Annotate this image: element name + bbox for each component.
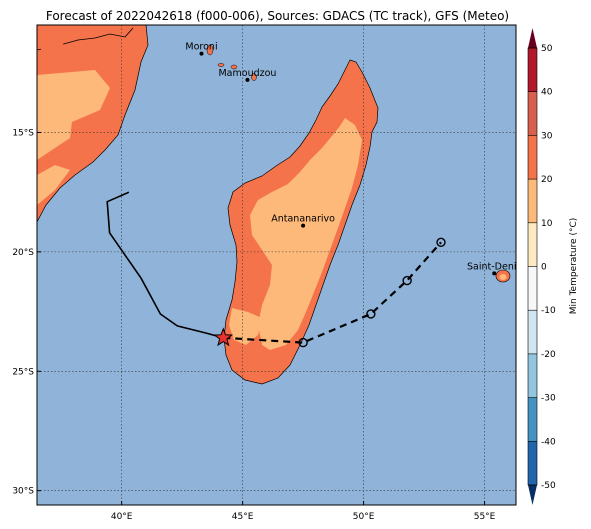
colorbar-segment <box>528 266 537 311</box>
past-track-line <box>106 191 224 339</box>
grande-comore <box>206 44 214 56</box>
colorbar-segment <box>528 441 537 486</box>
tc-track <box>106 191 446 348</box>
colorbar-label: Min Temperature (°C) <box>569 218 579 315</box>
forecast-point <box>436 237 446 248</box>
colorbar-segment <box>528 179 537 224</box>
colorbar-tick-label: -20 <box>541 350 556 360</box>
place-label: Saint-Denis <box>467 261 521 272</box>
forecast-point <box>366 309 376 319</box>
mayotte <box>251 73 257 81</box>
colorbar-tick-label: -10 <box>541 306 556 316</box>
map-title: Forecast of 2022042618 (f000-006), Sourc… <box>45 9 510 23</box>
colorbar-top-arrow <box>528 28 537 48</box>
colorbar-tick-label: 0 <box>541 263 547 273</box>
place-dot <box>492 271 497 276</box>
forecast-track-line <box>223 241 442 344</box>
axis-ticks: 40°E 45°E 50°E 55°E 15°S 20°S 25°S 30°S <box>12 128 495 522</box>
lon-tick-label: 55°E <box>474 512 496 522</box>
place-markers: Moroni Mamoudzou Antananarivo Saint-Denis <box>185 42 521 276</box>
colorbar-segment <box>528 353 537 399</box>
colorbar-segment <box>528 310 537 355</box>
reunion-warm <box>499 274 507 280</box>
place-label: Mamoudzou <box>218 68 276 79</box>
lon-tick-label: 45°E <box>232 512 254 522</box>
place-label: Antananarivo <box>271 214 335 225</box>
forecast-point <box>298 337 308 348</box>
madagascar-warm-zone <box>250 118 362 350</box>
africa-warm-zone-2 <box>37 165 70 205</box>
colorbar: 50 40 30 20 10 0 -10 -20 -30 -40 -50 Min Temperatur… <box>527 28 579 505</box>
gridlines <box>37 25 516 505</box>
map-frame <box>36 24 517 506</box>
colorbar-tick-label: 10 <box>541 219 553 229</box>
africa-warm-zone <box>37 70 110 160</box>
lat-tick-label: 25°S <box>12 367 34 377</box>
africa-land-edge <box>40 37 70 62</box>
place-label: Moroni <box>185 42 217 53</box>
lat-tick-label: 15°S <box>12 128 34 138</box>
colorbar-segment <box>528 397 537 442</box>
colorbar-bottom-arrow <box>528 485 537 505</box>
colorbar-tick-label: 20 <box>541 175 553 185</box>
colorbar-segment <box>528 91 537 136</box>
place-dot <box>245 77 250 82</box>
lat-tick-label: 30°S <box>12 487 34 497</box>
colorbar-tick-label: 40 <box>541 88 553 98</box>
colorbar-segment <box>528 48 537 93</box>
place-dot <box>301 223 306 228</box>
forecast-point <box>402 275 412 286</box>
colorbar-segment <box>528 135 537 180</box>
colorbar-tick-label: -30 <box>541 394 556 404</box>
colorbar-tick-label: -50 <box>541 481 556 491</box>
madagascar-south-warm <box>229 308 262 345</box>
anjouan <box>230 64 238 70</box>
colorbar-tick-label: 30 <box>541 131 553 141</box>
lon-tick-label: 50°E <box>353 512 375 522</box>
colorbar-tick-label: -40 <box>541 437 556 447</box>
place-dot <box>199 51 204 56</box>
lon-tick-label: 40°E <box>111 512 133 522</box>
moheli <box>217 63 225 67</box>
current-position-star <box>213 327 234 347</box>
lat-tick-label: 20°S <box>12 248 34 258</box>
colorbar-segment <box>528 222 537 267</box>
colorbar-tick-label: 50 <box>541 44 553 54</box>
